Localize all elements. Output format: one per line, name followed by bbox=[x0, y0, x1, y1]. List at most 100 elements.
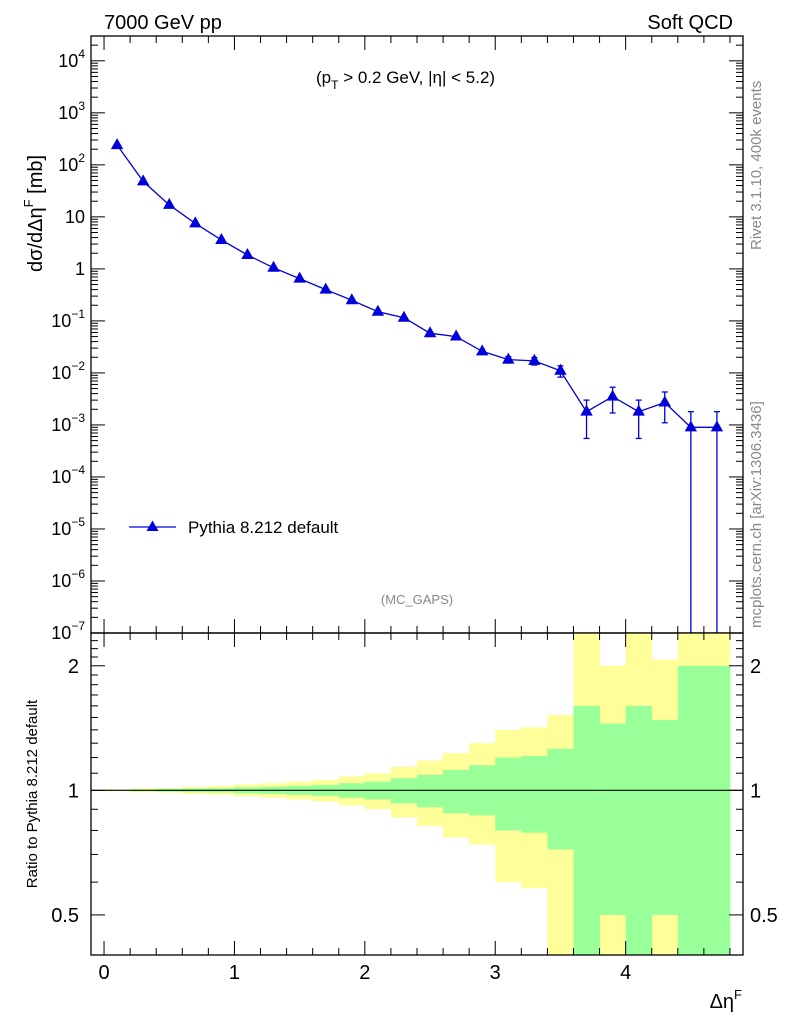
tick-base: 10 bbox=[51, 415, 71, 435]
series-line bbox=[116, 144, 717, 428]
ratio-band-inner bbox=[573, 705, 600, 955]
main-y-tick-label: 10−2 bbox=[51, 359, 85, 383]
data-point bbox=[110, 138, 124, 150]
tick-base: 10 bbox=[51, 519, 71, 539]
main-y-tick-label: 10 bbox=[65, 207, 85, 227]
cut-label: (pT > 0.2 GeV, |η| < 5.2) bbox=[316, 68, 495, 92]
ratio-band-inner bbox=[495, 757, 522, 831]
x-tick-label: 4 bbox=[620, 962, 631, 984]
data-point bbox=[476, 344, 489, 356]
ratio-band-inner bbox=[521, 756, 548, 833]
tick-exponent: −2 bbox=[71, 359, 85, 373]
data-point bbox=[397, 310, 411, 322]
ratio-y-tick-label-right: 0.5 bbox=[750, 905, 778, 927]
x-tick-label: 3 bbox=[490, 962, 501, 984]
main-y-tick-label: 10−4 bbox=[51, 463, 85, 487]
data-point bbox=[319, 282, 332, 294]
data-point bbox=[215, 232, 228, 244]
data-point bbox=[267, 260, 280, 272]
data-point bbox=[136, 174, 150, 186]
tick-exponent: −3 bbox=[71, 411, 85, 425]
ratio-band-inner bbox=[625, 705, 653, 955]
x-axis-label: ΔηF bbox=[710, 987, 742, 1013]
ratio-ylabel: Ratio to Pythia 8.212 default bbox=[24, 699, 41, 888]
cut-label-prefix: (p bbox=[316, 68, 331, 87]
ratio-y-tick-label: 2 bbox=[68, 656, 79, 678]
ratio-frame bbox=[90, 632, 744, 956]
ratio-band-inner bbox=[703, 665, 731, 955]
data-point bbox=[528, 353, 541, 365]
data-point bbox=[554, 363, 567, 375]
energy-label: 7000 GeV pp bbox=[104, 12, 222, 34]
process-label: Soft QCD bbox=[647, 12, 733, 34]
data-point bbox=[684, 420, 698, 432]
data-point bbox=[345, 293, 358, 305]
tick-exponent: −4 bbox=[71, 463, 85, 477]
main-ylabel-unit: [mb] bbox=[25, 155, 47, 199]
main-panel: 10410310210110−110−210−310−410−510−610−7… bbox=[21, 35, 744, 643]
main-y-tick-label: 104 bbox=[58, 47, 85, 71]
ratio-band-inner bbox=[443, 769, 470, 814]
x-tick-label: 2 bbox=[359, 962, 370, 984]
rivet-label: Rivet 3.1.10, 400k events bbox=[748, 81, 765, 250]
legend-label: Pythia 8.212 default bbox=[188, 518, 339, 537]
ratio-y-tick-label: 0.5 bbox=[51, 905, 79, 927]
ratio-axes: 0.5 0.5 1 1 2 2 0 1 2 3 4 bbox=[51, 633, 778, 984]
tick-base: 10 bbox=[51, 623, 71, 643]
tick-exponent: 2 bbox=[78, 151, 85, 165]
data-point bbox=[502, 352, 515, 364]
ratio-panel: 0.5 0.5 1 1 2 2 0 1 2 3 4 Ratio to Pythia 8.212 de… bbox=[24, 632, 778, 984]
data-point bbox=[449, 329, 463, 341]
data-point bbox=[293, 271, 306, 283]
cut-label-rest: > 0.2 GeV, |η| < 5.2) bbox=[338, 68, 495, 87]
ratio-band-inner bbox=[599, 723, 627, 915]
tick-exponent: 4 bbox=[78, 47, 85, 61]
main-y-tick-label: 10−1 bbox=[51, 307, 85, 331]
main-y-tick-label: 10−6 bbox=[51, 567, 85, 591]
main-y-tick-label: 10−5 bbox=[51, 515, 85, 539]
legend-marker bbox=[146, 520, 159, 531]
main-ylabel: dσ/dΔηF [mb] bbox=[21, 155, 47, 272]
main-y-tick-label: 10−3 bbox=[51, 411, 85, 435]
data-point bbox=[710, 420, 724, 432]
ratio-band-inner bbox=[651, 719, 679, 915]
tick-exponent: −5 bbox=[71, 515, 85, 529]
data-point bbox=[658, 395, 671, 407]
tick-exponent: −1 bbox=[71, 307, 85, 321]
data-point bbox=[163, 197, 176, 209]
main-ylabel-sup: F bbox=[21, 199, 36, 207]
data-point bbox=[423, 326, 437, 338]
ratio-y-tick-label-right: 1 bbox=[750, 780, 761, 802]
main-y-tick-label: 10−7 bbox=[51, 619, 85, 643]
tick-exponent: 3 bbox=[78, 99, 85, 113]
tick-base: 10 bbox=[51, 311, 71, 331]
ratio-band-inner bbox=[677, 665, 705, 955]
main-y-tick-label: 102 bbox=[58, 151, 85, 175]
tick-exponent: −6 bbox=[71, 567, 85, 581]
tick-base: 10 bbox=[51, 571, 71, 591]
watermark: (MC_GAPS) bbox=[381, 592, 453, 607]
main-ylabel-text: dσ/dΔη bbox=[25, 207, 47, 272]
tick-exponent: −7 bbox=[71, 619, 85, 633]
cut-label-sub: T bbox=[331, 78, 339, 92]
ratio-y-tick-label: 1 bbox=[68, 780, 79, 802]
series-pythia bbox=[110, 138, 724, 633]
mcplots-label: mcplots.cern.ch [arXiv:1306.3436] bbox=[748, 401, 765, 628]
x-axis-label-sup: F bbox=[734, 987, 742, 1002]
ratio-band-inner bbox=[547, 748, 574, 850]
tick-base: 10 bbox=[58, 103, 78, 123]
data-point bbox=[606, 389, 619, 401]
data-point bbox=[189, 216, 202, 228]
data-point bbox=[371, 304, 385, 316]
x-tick-label: 0 bbox=[98, 962, 109, 984]
main-frame bbox=[90, 35, 744, 634]
main-y-tick-label: 1 bbox=[75, 259, 85, 279]
x-tick-label: 1 bbox=[229, 962, 240, 984]
ratio-band-inner bbox=[417, 774, 444, 808]
tick-base: 10 bbox=[58, 51, 78, 71]
data-point bbox=[580, 404, 593, 416]
data-point bbox=[241, 247, 254, 259]
tick-base: 10 bbox=[51, 363, 71, 383]
